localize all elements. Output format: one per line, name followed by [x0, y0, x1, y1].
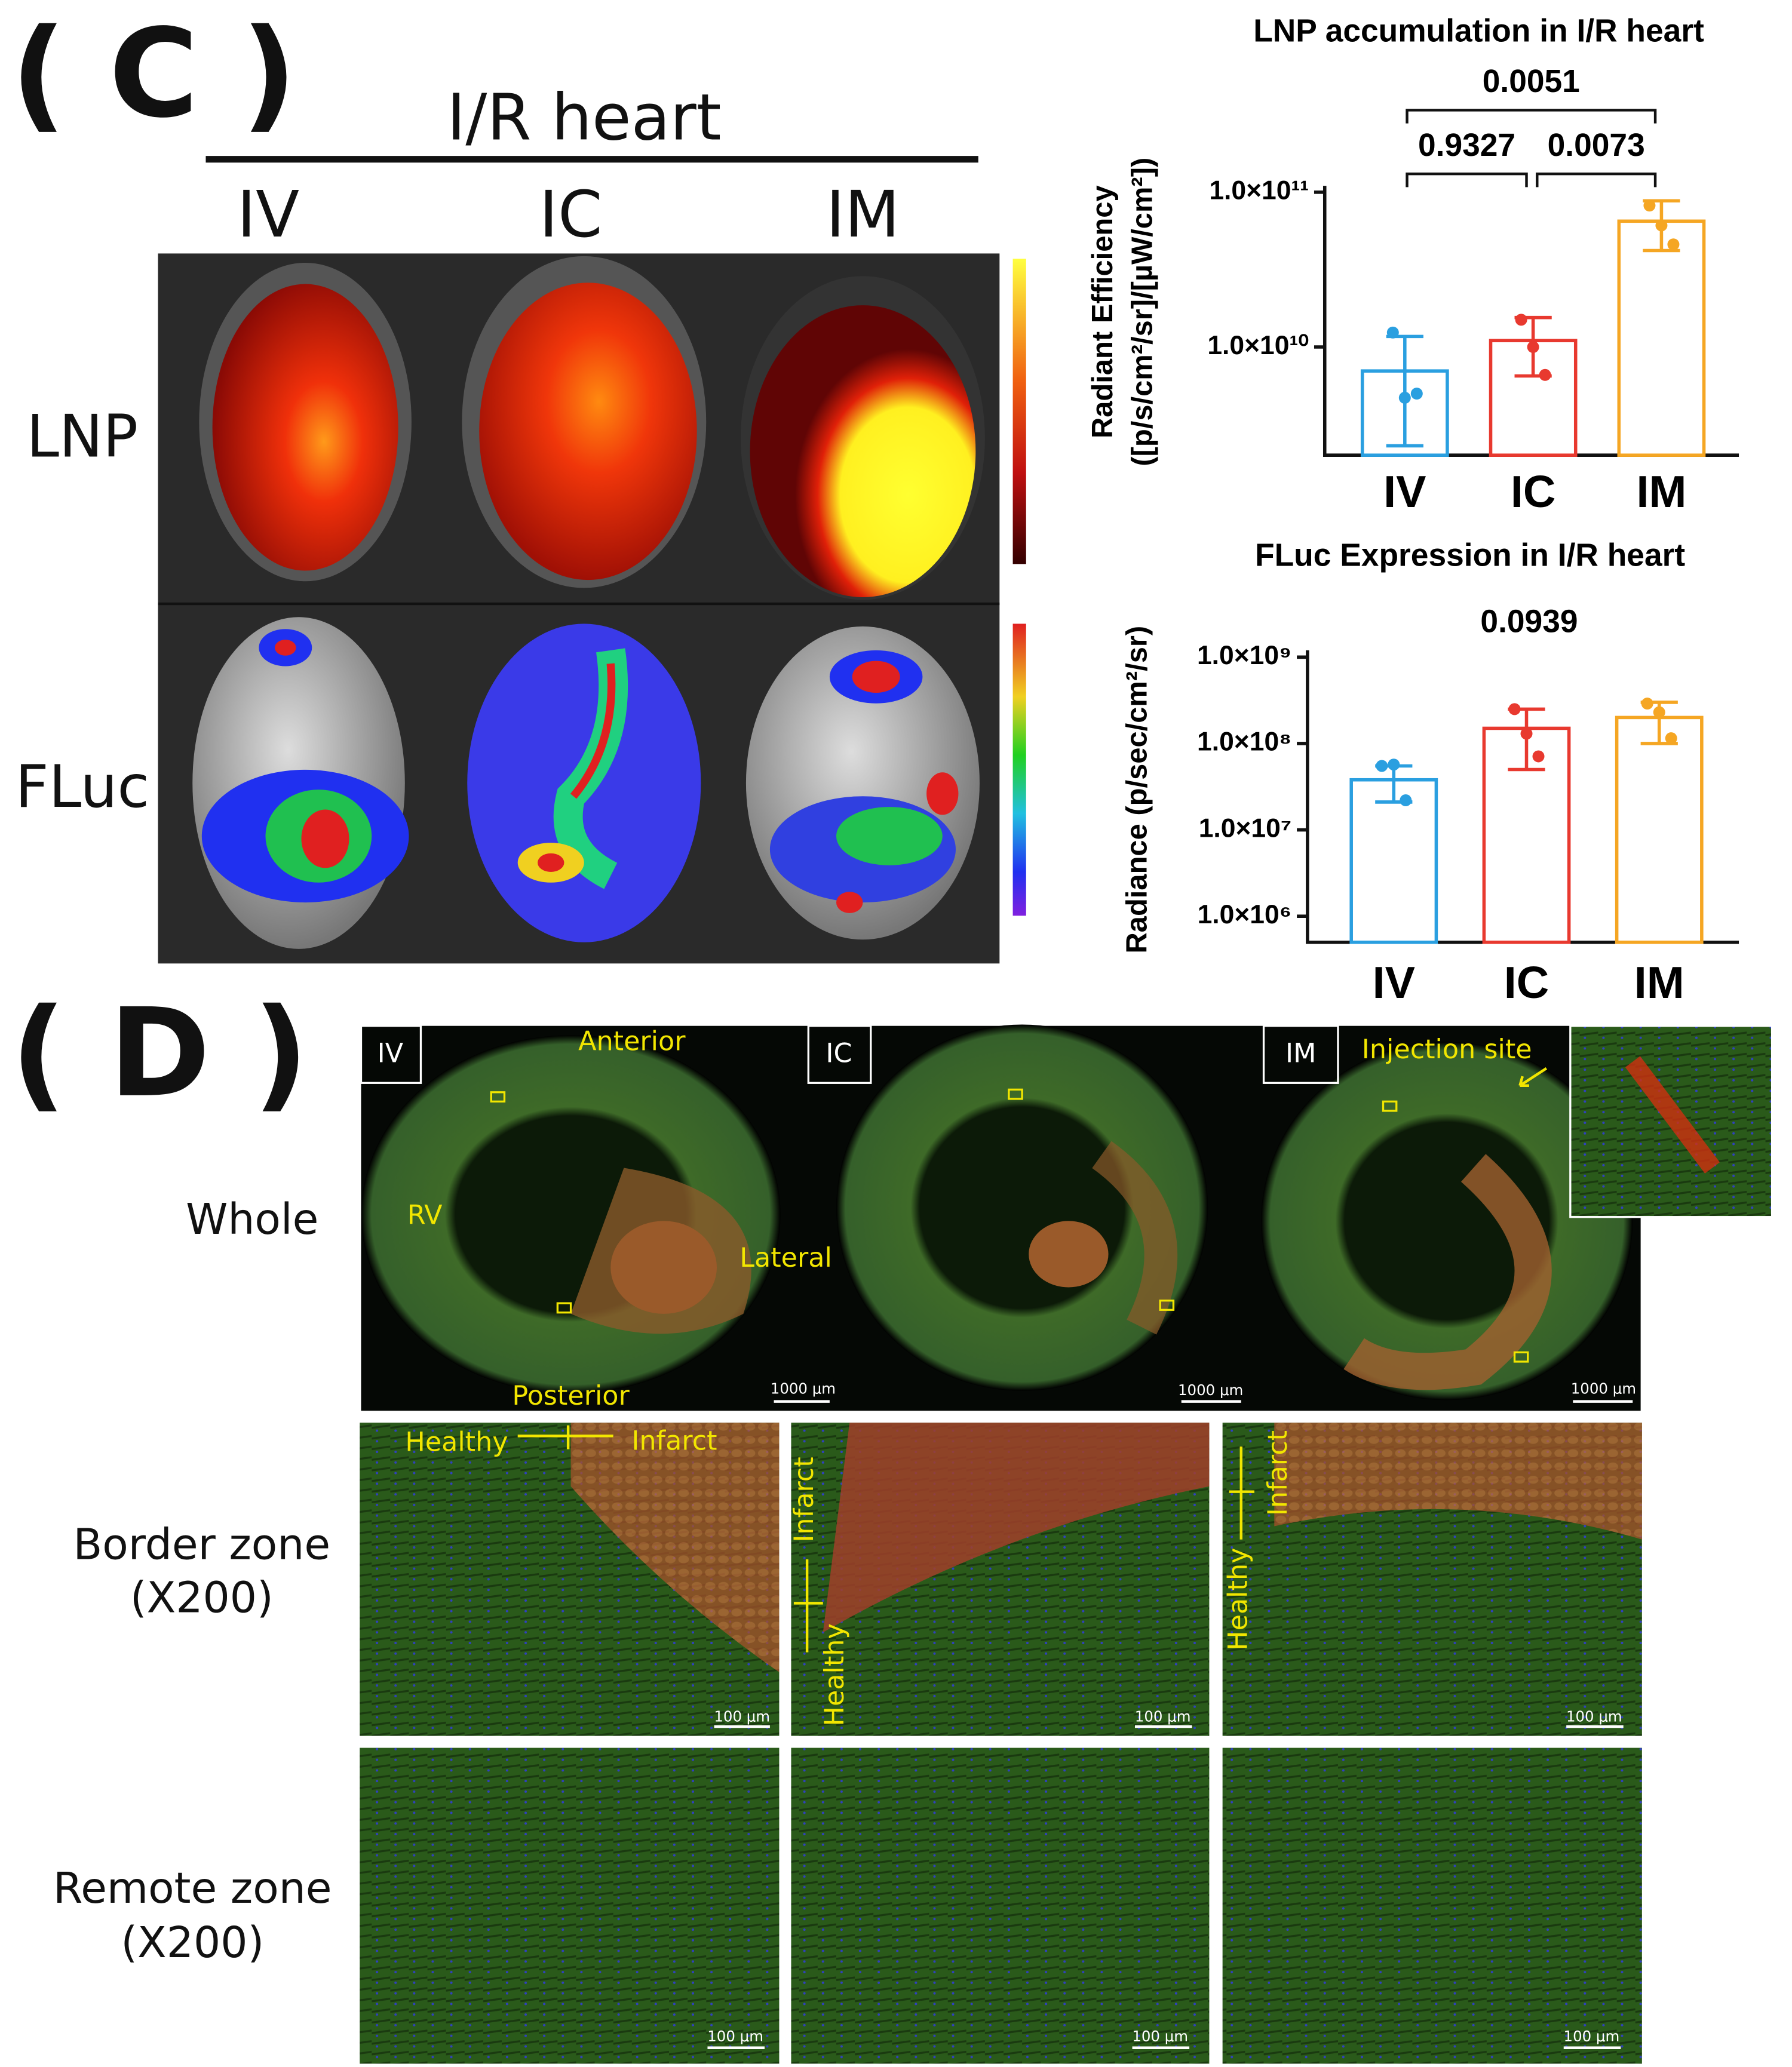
group-label: I/R heart — [447, 81, 722, 155]
data-point — [1665, 732, 1677, 745]
y-tick-label: 1.0×10⁹ — [1197, 641, 1291, 670]
bar — [1617, 219, 1706, 457]
scale-bar-label: 1000 μm — [1571, 1380, 1636, 1398]
data-point — [1398, 392, 1411, 404]
y-tick-label: 1.0×10¹¹ — [1209, 176, 1309, 205]
data-point — [1653, 706, 1665, 718]
column-label: IV — [378, 1039, 404, 1069]
x-tick-label: IM — [1634, 958, 1684, 1008]
data-point — [1643, 199, 1656, 212]
y-tick-label: 1.0×10⁸ — [1197, 727, 1291, 757]
bar — [1615, 715, 1704, 944]
data-point — [1400, 794, 1412, 807]
data-point — [1520, 727, 1533, 740]
charts: LNP accumulation in I/R heart Radiant Eff… — [1087, 14, 1739, 1008]
row-label: Border zone — [73, 1520, 331, 1570]
column-label: IM — [826, 178, 900, 252]
data-point — [1388, 758, 1400, 771]
zone-label: Healthy — [405, 1427, 508, 1458]
bar — [1349, 778, 1438, 944]
data-point — [1515, 314, 1527, 326]
y-tick-label: 1.0×10¹⁰ — [1207, 331, 1309, 360]
histology-zoom — [360, 1423, 1642, 2064]
region-label: Lateral — [739, 1243, 832, 1273]
p-value: 0.9327 — [1418, 128, 1515, 163]
significance-bracket — [1406, 109, 1657, 124]
y-axis-label: Radiance (p/sec/cm²/sr) — [1121, 626, 1153, 954]
zone-label: Infarct — [789, 1457, 820, 1542]
y-tick-label: 1.0×10⁷ — [1199, 813, 1292, 843]
data-point — [1376, 760, 1388, 772]
y-axis-label: ([p/s/cm²/sr]/[µW/cm²]) — [1126, 158, 1158, 466]
row-label: LNP — [27, 403, 139, 471]
panel-label: ( D ) — [11, 982, 309, 1125]
data-point — [1386, 326, 1399, 339]
x-tick-label: IC — [1504, 958, 1549, 1008]
y-axis-label: Radiant Efficiency — [1087, 185, 1119, 438]
p-value: 0.0939 — [1480, 604, 1578, 640]
data-point — [1667, 238, 1680, 251]
row-label: Remote zone — [53, 1863, 332, 1913]
region-label: Posterior — [512, 1381, 630, 1411]
axis — [1322, 186, 1739, 457]
significance-bracket — [1406, 172, 1528, 188]
x-tick-label: IM — [1636, 467, 1686, 517]
data-point — [1641, 698, 1653, 710]
region-label: Anterior — [578, 1027, 686, 1057]
y-tick-label: 1.0×10⁶ — [1198, 900, 1292, 929]
data-point — [1539, 368, 1551, 381]
panel-label: ( C ) — [11, 3, 297, 145]
zone-label: Healthy — [820, 1623, 850, 1726]
p-value: 0.0051 — [1483, 64, 1580, 99]
column-label: IC — [539, 178, 603, 252]
scale-bar-label: 100 μm — [714, 1707, 770, 1725]
row-label: FLuc — [15, 753, 149, 821]
data-point — [1655, 219, 1668, 232]
p-value: 0.0073 — [1548, 128, 1645, 163]
histology-whole — [360, 1024, 1773, 1411]
scale-bar-label: 100 μm — [1566, 1707, 1622, 1725]
ivis-images — [158, 253, 1026, 964]
scale-bar-label: 100 μm — [707, 2028, 763, 2045]
column-label: IM — [1285, 1039, 1316, 1069]
x-tick-label: IV — [1373, 958, 1415, 1008]
data-point — [1410, 388, 1423, 400]
x-tick-label: IC — [1511, 467, 1556, 517]
scale-bar-label: 1000 μm — [1178, 1381, 1243, 1399]
region-label: RV — [407, 1200, 443, 1231]
axis — [1306, 650, 1739, 944]
chart-title: FLuc Expression in I/R heart — [1255, 538, 1685, 573]
column-label: IV — [237, 178, 299, 252]
row-label: Whole — [186, 1194, 318, 1244]
data-point — [1508, 703, 1521, 715]
row-label: (X200) — [130, 1572, 274, 1622]
scale-bar-label: 1000 μm — [771, 1380, 836, 1398]
region-label: Injection site — [1362, 1034, 1532, 1065]
chart-title: LNP accumulation in I/R heart — [1253, 14, 1704, 49]
zone-label: Infarct — [1263, 1430, 1293, 1516]
data-point — [1527, 341, 1539, 354]
scale-bar-label: 100 μm — [1132, 2028, 1188, 2045]
data-point — [1532, 750, 1545, 763]
scale-bar-label: 100 μm — [1564, 2028, 1620, 2045]
scale-bar-label: 100 μm — [1135, 1707, 1191, 1725]
x-tick-label: IV — [1383, 467, 1426, 517]
column-label: IC — [826, 1039, 852, 1069]
zone-label: Infarct — [631, 1426, 717, 1456]
significance-bracket — [1536, 172, 1657, 188]
zone-label: Healthy — [1223, 1548, 1254, 1651]
row-label: (X200) — [121, 1918, 264, 1967]
